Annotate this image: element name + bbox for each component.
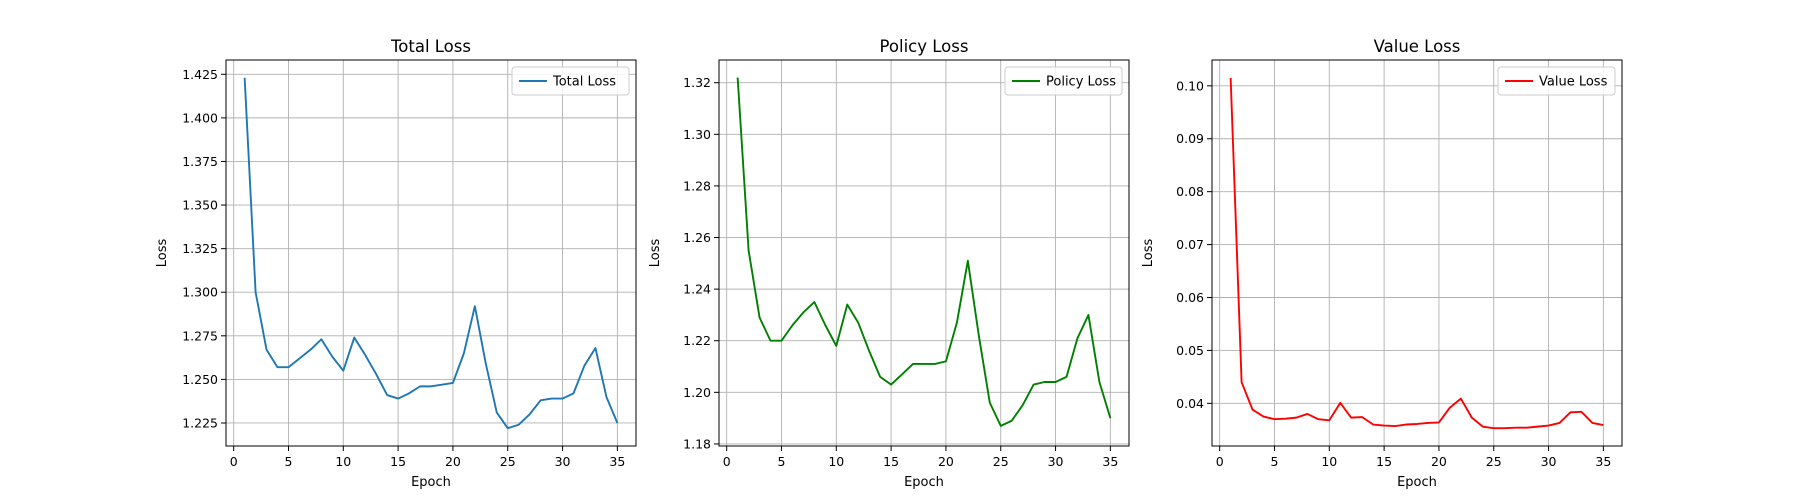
value-loss-chart: 0 5 10 15 20 25 30 35 0.04 0.05 0.06 0.07 0.08 0.09 0.… [1141, 37, 1623, 490]
policy-loss-xlabel: Epoch [904, 475, 944, 490]
total-loss-legend-label-0: Total Loss [552, 75, 616, 90]
policy-loss-ytick-label-4: 1.26 [683, 230, 711, 245]
total-loss-ytick-label-6: 1.375 [182, 154, 218, 169]
policy-loss-ytick-label-7: 1.32 [683, 75, 711, 90]
total-loss-title: Total Loss [390, 37, 471, 56]
total-loss-xtick-label-4: 20 [445, 454, 461, 469]
policy-loss-ytick-label-6: 1.30 [683, 127, 711, 142]
total-loss-xtick-label-1: 5 [285, 454, 293, 469]
policy-loss-chart: 0 5 10 15 20 25 30 35 1.18 1.20 1.22 1.24 1.26 1.28 1.… [648, 37, 1130, 490]
value-loss-plot-area [1212, 60, 1622, 446]
total-loss-ytick-label-4: 1.325 [182, 241, 218, 256]
value-loss-ytick-label-2: 0.06 [1176, 290, 1204, 305]
total-loss-ytick-label-0: 1.225 [182, 415, 218, 430]
value-loss-ytick-label-0: 0.04 [1176, 396, 1204, 411]
total-loss-legend-box [511, 66, 630, 96]
value-loss-series-line-0 [1229, 77, 1604, 430]
value-loss-ytick-label-3: 0.07 [1176, 237, 1204, 252]
value-loss-xlabel: Epoch [1397, 475, 1437, 490]
policy-loss-xtick-label-4: 20 [938, 454, 954, 469]
policy-loss-xtick-label-1: 5 [778, 454, 786, 469]
value-loss-ytick-label-6: 0.10 [1176, 78, 1204, 93]
value-loss-xtick-label-0: 0 [1216, 454, 1224, 469]
value-loss-xtick-label-6: 30 [1541, 454, 1557, 469]
total-loss-ytick-label-3: 1.300 [182, 285, 218, 300]
value-loss-title: Value Loss [1374, 37, 1461, 56]
total-loss-xtick-label-2: 10 [335, 454, 351, 469]
value-loss-xtick-label-5: 25 [1486, 454, 1502, 469]
policy-loss-ytick-label-5: 1.28 [683, 178, 711, 193]
total-loss-chart: 0 5 10 15 20 25 30 35 1.225 1.250 1.275 1.300 1.325 1… [155, 37, 637, 490]
policy-loss-ytick-label-3: 1.24 [683, 282, 711, 297]
policy-loss-legend-box [1004, 66, 1123, 96]
policy-loss-legend-label-0: Policy Loss [1046, 75, 1116, 90]
policy-loss-legend: Policy Loss [1004, 66, 1123, 96]
policy-loss-xtick-label-2: 10 [828, 454, 844, 469]
value-loss-ytick-label-1: 0.05 [1176, 343, 1204, 358]
policy-loss-ytick-label-1: 1.20 [683, 385, 711, 400]
policy-loss-axes-frame [718, 59, 1130, 447]
policy-loss-ytick-label-0: 1.18 [683, 436, 711, 451]
policy-loss-ytick-label-2: 1.22 [683, 333, 711, 348]
total-loss-axes-frame [225, 59, 637, 447]
total-loss-legend: Total Loss [511, 66, 630, 96]
value-loss-xtick-label-7: 35 [1595, 454, 1611, 469]
value-loss-xtick-label-1: 5 [1271, 454, 1279, 469]
policy-loss-xtick-label-3: 15 [883, 454, 899, 469]
total-loss-ytick-label-2: 1.275 [182, 328, 218, 343]
policy-loss-plot-area [719, 60, 1129, 446]
value-loss-xtick-label-2: 10 [1321, 454, 1337, 469]
total-loss-xlabel: Epoch [411, 475, 451, 490]
policy-loss-xtick-label-6: 30 [1048, 454, 1064, 469]
policy-loss-ylabel: Loss [648, 239, 663, 268]
total-loss-xtick-label-5: 25 [500, 454, 516, 469]
policy-loss-xtick-label-7: 35 [1102, 454, 1118, 469]
total-loss-xtick-label-7: 35 [609, 454, 625, 469]
total-loss-plot-area [226, 60, 636, 446]
policy-loss-xtick-label-0: 0 [723, 454, 731, 469]
value-loss-ytick-label-5: 0.09 [1176, 131, 1204, 146]
policy-loss-title: Policy Loss [880, 37, 969, 56]
value-loss-legend: Value Loss [1497, 66, 1616, 96]
value-loss-ylabel: Loss [1141, 239, 1156, 268]
value-loss-ytick-label-4: 0.08 [1176, 184, 1204, 199]
value-loss-xtick-label-3: 15 [1376, 454, 1392, 469]
value-loss-legend-label-0: Value Loss [1539, 75, 1608, 90]
value-loss-axes-frame [1211, 59, 1623, 447]
total-loss-ytick-label-5: 1.350 [182, 198, 218, 213]
total-loss-xtick-label-6: 30 [555, 454, 571, 469]
total-loss-ytick-label-1: 1.250 [182, 372, 218, 387]
value-loss-legend-box [1497, 66, 1616, 96]
total-loss-series-line-0 [243, 77, 619, 430]
value-loss-xtick-label-4: 20 [1431, 454, 1447, 469]
total-loss-xtick-label-0: 0 [230, 454, 238, 469]
policy-loss-series-line-0 [736, 77, 1112, 427]
total-loss-ylabel: Loss [155, 239, 170, 268]
total-loss-ytick-label-8: 1.425 [182, 67, 218, 82]
policy-loss-xtick-label-5: 25 [993, 454, 1009, 469]
total-loss-xtick-label-3: 15 [390, 454, 406, 469]
total-loss-ytick-label-7: 1.400 [182, 110, 218, 125]
